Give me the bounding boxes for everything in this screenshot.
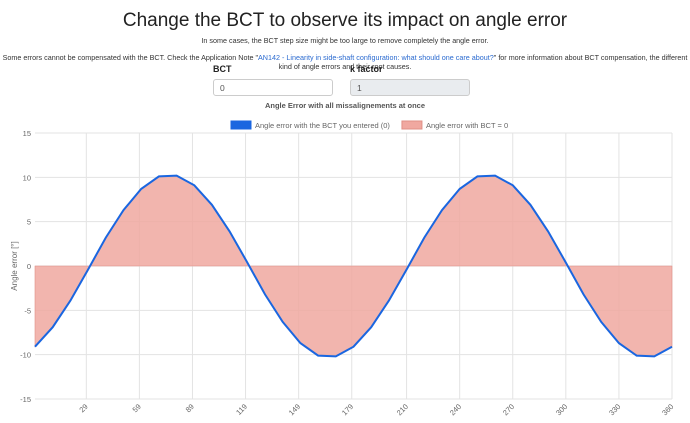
x-tick-label: 360 [660, 402, 675, 417]
page-title: Change the BCT to observe its impact on … [122, 10, 568, 31]
x-tick-label: 59 [131, 402, 143, 414]
x-tick-label: 89 [184, 402, 196, 414]
legend-label: Angle error with BCT = 0 [426, 121, 508, 130]
x-tick-label: 210 [395, 402, 410, 417]
y-tick-label: 10 [23, 173, 31, 182]
line [34, 174, 673, 358]
bct-input[interactable]: 0 [213, 79, 333, 96]
y-tick-label: -15 [20, 395, 31, 404]
x-tick-label: 29 [77, 402, 89, 414]
x-tick-label: 119 [234, 402, 249, 417]
field-label: k factor [350, 64, 383, 74]
x-tick-label: 240 [448, 402, 463, 417]
y-axis-label: Angle error [°] [10, 241, 19, 290]
legend-label: Angle error with the BCT you entered (0) [255, 121, 390, 130]
y-tick-label: 0 [27, 262, 31, 271]
y-tick-label: 5 [27, 218, 31, 227]
legend-swatch [230, 120, 252, 130]
x-tick-label: 149 [287, 402, 302, 417]
subtitle: In some cases, the BCT step size might b… [201, 36, 489, 45]
x-tick-label: 300 [554, 402, 569, 417]
chart-title: Angle Error with all missalignements at … [265, 101, 425, 110]
k-factor-input: 1 [350, 79, 470, 96]
note: Some errors cannot be compensated with t… [0, 53, 690, 71]
x-tick-label: 179 [340, 402, 355, 417]
x-tick-label: 270 [501, 402, 516, 417]
note-text: Some errors cannot be compensated with t… [2, 53, 259, 62]
x-tick-label: 330 [607, 402, 622, 417]
legend-swatch [401, 120, 423, 130]
note-text: " for more information about BCT compens… [278, 53, 688, 71]
y-tick-label: 15 [23, 129, 31, 138]
field-label: BCT [213, 64, 232, 74]
y-tick-label: -10 [20, 351, 31, 360]
note-link[interactable]: AN142 - Linearity in side-shaft configur… [258, 53, 494, 62]
y-tick-label: -5 [24, 306, 31, 315]
